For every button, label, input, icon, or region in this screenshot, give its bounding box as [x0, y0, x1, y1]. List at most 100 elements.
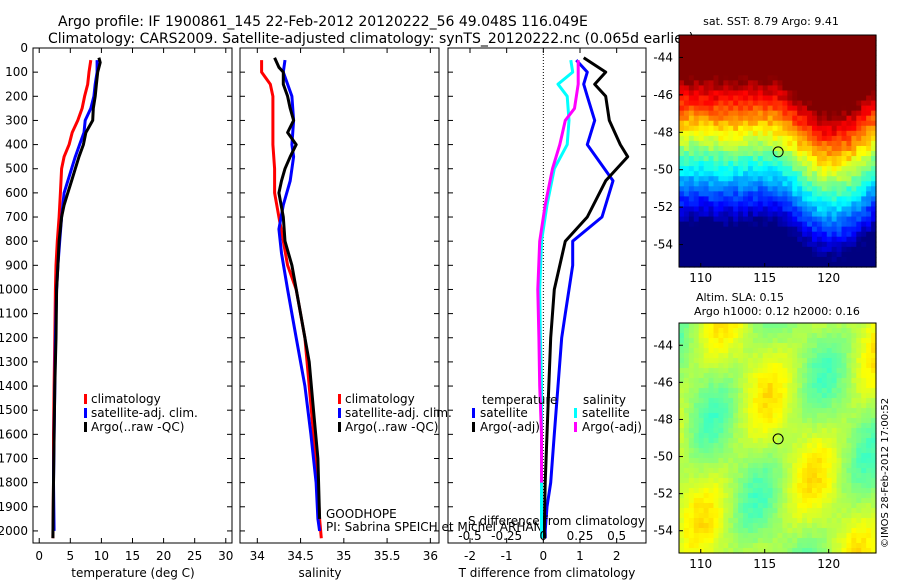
heatmap-cell [846, 256, 852, 263]
heatmap-cell [782, 45, 788, 51]
heatmap-cell [826, 338, 833, 344]
heatmap-cell [866, 181, 872, 187]
heatmap-cell [807, 373, 813, 379]
heatmap-cell [688, 328, 695, 334]
heatmap-cell [816, 251, 823, 258]
heatmap-cell [718, 518, 724, 524]
heatmap-cell [718, 241, 724, 248]
heatmap-cell [811, 373, 818, 379]
heatmap-cell [777, 261, 784, 268]
heatmap-cell [693, 478, 700, 484]
heatmap-cell [679, 181, 685, 187]
heatmap-cell [846, 433, 852, 439]
heatmap-cell [767, 508, 774, 514]
heatmap-cell [861, 65, 867, 71]
heatmap-cell [826, 80, 833, 87]
heatmap-cell [777, 388, 784, 394]
heatmap-cell [693, 468, 700, 474]
heatmap-cell [679, 75, 685, 81]
heatmap-cell [679, 115, 685, 122]
heatmap-cell [821, 443, 828, 449]
heatmap-cell [679, 151, 685, 157]
heatmap-cell [728, 533, 734, 539]
heatmap-cell [718, 110, 724, 117]
heatmap-cell [826, 328, 833, 334]
heatmap-cell [767, 458, 774, 464]
heatmap-cell [816, 256, 823, 263]
heatmap-cell [762, 85, 769, 92]
heatmap-cell [826, 368, 833, 374]
heatmap-cell [851, 181, 857, 187]
heatmap-cell [846, 135, 852, 142]
heatmap-cell [841, 90, 848, 97]
heatmap-cell [703, 453, 710, 459]
heatmap-cell [713, 196, 719, 203]
heatmap-cell [738, 468, 744, 474]
heatmap-cell [816, 508, 823, 514]
heatmap-cell [782, 261, 788, 268]
heatmap-cell [851, 191, 857, 197]
heatmap-cell [688, 130, 695, 137]
heatmap-cell [733, 428, 739, 434]
heatmap-cell [782, 453, 788, 459]
heatmap-cell [861, 105, 867, 112]
heatmap-cell [802, 528, 808, 534]
heatmap-cell [708, 363, 715, 369]
heatmap-cell [787, 161, 793, 167]
heatmap-cell [728, 418, 734, 424]
heatmap-cell [708, 368, 715, 374]
heatmap-cell [703, 211, 710, 218]
heatmap-cell [693, 221, 700, 228]
heatmap-cell [836, 256, 843, 263]
heatmap-cell [738, 156, 744, 162]
heatmap-cell [846, 368, 852, 374]
heatmap-cell [728, 463, 734, 469]
heatmap-cell [777, 60, 784, 66]
heatmap-cell [738, 206, 744, 213]
heatmap-cell [831, 145, 838, 152]
heatmap-cell [698, 443, 705, 449]
heatmap-cell [871, 201, 877, 208]
heatmap-cell [767, 120, 774, 127]
heatmap-cell [738, 383, 744, 389]
heatmap-cell [683, 343, 690, 349]
heatmap-cell [841, 130, 848, 137]
heatmap-cell [733, 503, 739, 509]
heatmap-cell [733, 398, 739, 404]
heatmap-cell [816, 503, 823, 509]
heatmap-cell [861, 85, 867, 92]
heatmap-cell [821, 140, 828, 147]
heatmap-cell [831, 438, 838, 444]
heatmap-cell [708, 246, 715, 253]
heatmap-cell [738, 145, 744, 152]
heatmap-cell [718, 211, 724, 218]
heatmap-cell [856, 458, 862, 464]
y-tick-label: 400 [5, 138, 28, 152]
heatmap-cell [797, 398, 803, 404]
heatmap-cell [708, 140, 715, 147]
heatmap-cell [747, 513, 754, 519]
heatmap-cell [856, 110, 862, 117]
heatmap-cell [856, 145, 862, 152]
heatmap-cell [762, 498, 769, 504]
heatmap-cell [757, 508, 764, 514]
legend-label-argo: Argo(..raw -QC) [91, 420, 184, 434]
heatmap-cell [777, 353, 784, 359]
heatmap-cell [807, 241, 813, 248]
heatmap-cell [871, 518, 877, 524]
heatmap-cell [831, 45, 838, 51]
heatmap-cell [752, 363, 759, 369]
heatmap-cell [688, 110, 695, 117]
heatmap-cell [728, 433, 734, 439]
heatmap-cell [802, 120, 808, 127]
heatmap-cell [777, 518, 784, 524]
heatmap-cell [713, 85, 719, 92]
heatmap-cell [816, 181, 823, 187]
heatmap-cell [866, 115, 872, 122]
series-line [542, 56, 630, 539]
heatmap-cell [718, 90, 724, 97]
heatmap-cell [728, 221, 734, 228]
project-name: GOODHOPE [326, 507, 397, 521]
heatmap-cell [743, 166, 749, 172]
heatmap-cell [792, 408, 798, 414]
